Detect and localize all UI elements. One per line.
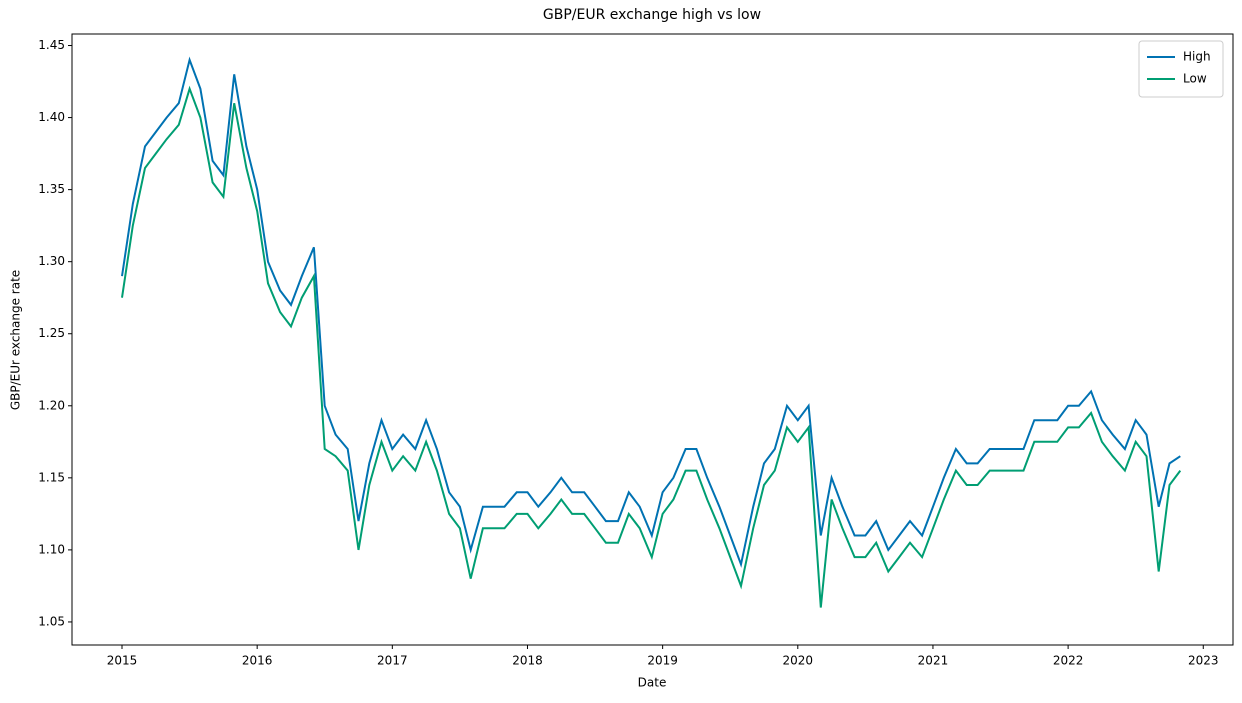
y-tick-label: 1.35 xyxy=(38,182,65,196)
y-tick-label: 1.40 xyxy=(38,110,65,124)
x-tick-label: 2023 xyxy=(1188,654,1219,668)
legend: High Low xyxy=(1138,40,1224,98)
legend-label: High xyxy=(1183,50,1211,64)
y-tick-label: 1.30 xyxy=(38,254,65,268)
x-tick-label: 2016 xyxy=(242,654,273,668)
chart-title: GBP/EUR exchange high vs low xyxy=(543,7,761,23)
x-axis-label: Date xyxy=(638,676,667,690)
y-tick-label: 1.10 xyxy=(38,542,65,556)
legend-box xyxy=(1138,40,1224,98)
x-tick-label: 2019 xyxy=(647,654,678,668)
line-series xyxy=(121,56,1181,568)
x-tick-label: 2017 xyxy=(377,654,408,668)
x-tick-label: 2018 xyxy=(512,654,543,668)
y-tick-label: 1.05 xyxy=(38,614,65,628)
x-tick-label: 2020 xyxy=(783,654,814,668)
y-tick-label: 1.20 xyxy=(38,398,65,412)
y-tick-label: 1.45 xyxy=(38,38,65,52)
y-tick-label: 1.15 xyxy=(38,470,65,484)
plot-frame xyxy=(71,33,1234,646)
x-tick-label: 2022 xyxy=(1053,654,1084,668)
x-tick-label: 2021 xyxy=(918,654,949,668)
y-axis-label: GBP/EUr exchange rate xyxy=(9,270,23,410)
line-series xyxy=(121,85,1182,608)
x-tick-label: 2015 xyxy=(107,654,138,668)
y-tick-label: 1.25 xyxy=(38,326,65,340)
legend-label: Low xyxy=(1183,72,1207,86)
